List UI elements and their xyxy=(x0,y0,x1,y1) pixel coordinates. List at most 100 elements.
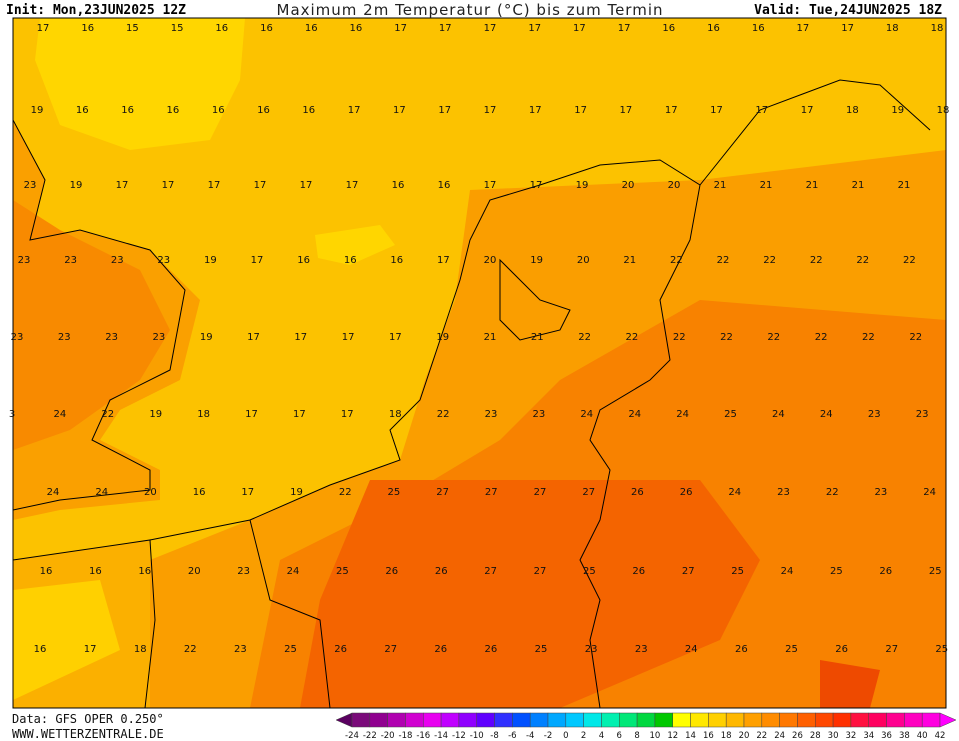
temperature-label: 22 xyxy=(909,332,922,343)
temperature-label: 21 xyxy=(898,180,911,191)
temperature-label: 24 xyxy=(820,409,833,420)
temperature-label: 15 xyxy=(126,23,139,34)
temperature-label: 17 xyxy=(439,23,452,34)
colorbar-box xyxy=(654,712,673,728)
colorbar-box xyxy=(387,712,406,728)
temperature-label: 26 xyxy=(385,566,398,577)
temperature-label: 18 xyxy=(937,105,950,116)
colorbar-tick-label: -8 xyxy=(490,731,498,741)
colorbar-tick-label: -2 xyxy=(544,731,552,741)
temperature-label: 16 xyxy=(662,23,675,34)
temperature-label: 17 xyxy=(528,23,541,34)
temperature-label: 26 xyxy=(485,644,498,655)
temperature-label: 23 xyxy=(64,255,77,266)
colorbar-box xyxy=(601,712,620,728)
colorbar-box xyxy=(690,712,709,728)
temperature-label: 24 xyxy=(781,566,794,577)
colorbar-box xyxy=(815,712,834,728)
temperature-label: 23 xyxy=(868,409,881,420)
temperature-label: 17 xyxy=(247,332,260,343)
temperature-label: 19 xyxy=(200,332,213,343)
temperature-label: 16 xyxy=(392,180,405,191)
temperature-label: 16 xyxy=(302,105,315,116)
colorbar-tick-label: 20 xyxy=(739,731,750,741)
colorbar-tick-label: 42 xyxy=(935,731,946,741)
temperature-label: 18 xyxy=(886,23,899,34)
colorbar-box xyxy=(512,712,531,728)
colorbar-box xyxy=(708,712,727,728)
temperature-label: 22 xyxy=(101,409,114,420)
colorbar-box xyxy=(850,712,869,728)
temperature-label: 16 xyxy=(344,255,357,266)
temperature-label: 23 xyxy=(105,332,118,343)
temperature-label: 22 xyxy=(670,255,683,266)
temperature-label: 23 xyxy=(234,644,247,655)
colorbar-box xyxy=(440,712,460,728)
temperature-label: 25 xyxy=(935,644,948,655)
colorbar-arrow xyxy=(335,712,353,728)
temperature-label: 22 xyxy=(578,332,591,343)
colorbar-tick-label: -16 xyxy=(416,731,430,741)
colorbar-tick-label: 0 xyxy=(563,731,568,741)
temperature-label: 26 xyxy=(680,487,693,498)
temperature-label: 22 xyxy=(339,487,352,498)
temperature-label: 22 xyxy=(673,332,686,343)
temperature-label: 22 xyxy=(720,332,733,343)
temperature-label: 19 xyxy=(31,105,44,116)
temperature-label: 23 xyxy=(24,180,37,191)
temperature-label: 23 xyxy=(237,566,250,577)
temperature-label: 19 xyxy=(891,105,904,116)
colorbar-box xyxy=(619,712,638,728)
temperature-label: 22 xyxy=(903,255,916,266)
temperature-label: 20 xyxy=(188,566,201,577)
temperature-label: 22 xyxy=(810,255,823,266)
temperature-label: 23 xyxy=(875,487,888,498)
temperature-label: 22 xyxy=(184,644,197,655)
temperature-label: 24 xyxy=(728,487,741,498)
temperature-labels: 17 16 15 15 16 16 16 16 17 17 17 17 17 17 16 16 16 17 17 18… xyxy=(9,23,950,655)
temperature-label: 17 xyxy=(342,332,355,343)
map-title: Maximum 2m Temperatur (°C) bis zum Termi… xyxy=(277,1,664,19)
temperature-label: 18 xyxy=(846,105,859,116)
temperature-label: 18 xyxy=(389,409,402,420)
temperature-label: 17 xyxy=(620,105,633,116)
colorbar-tick-label: 34 xyxy=(863,731,874,741)
temperature-label: 27 xyxy=(384,644,397,655)
temperature-label: 27 xyxy=(485,487,498,498)
coastline xyxy=(13,79,931,708)
temperature-label: 23 xyxy=(635,644,648,655)
temperature-label: 17 xyxy=(710,105,723,116)
temperature-label: 16 xyxy=(707,23,720,34)
temperature-label: 17 xyxy=(84,644,97,655)
temperature-label: 22 xyxy=(437,409,450,420)
temperature-label: 19 xyxy=(204,255,217,266)
temperature-label: 27 xyxy=(582,487,595,498)
colorbar-tick-label: 40 xyxy=(917,731,928,741)
temperature-label: 17 xyxy=(245,409,258,420)
colorbar-tick-label: 28 xyxy=(810,731,821,741)
temperature-label: 17 xyxy=(755,105,768,116)
colorbar-tick-label: 2 xyxy=(581,731,586,741)
temperature-label: 17 xyxy=(348,105,361,116)
colorbar-box xyxy=(921,712,941,728)
temperature-label: 23 xyxy=(11,332,24,343)
temperature-label: 24 xyxy=(287,566,300,577)
temperature-label: 25 xyxy=(724,409,737,420)
temperature-label: 24 xyxy=(95,487,108,498)
temperature-label: 16 xyxy=(212,105,225,116)
colorbar-box xyxy=(565,712,584,728)
temperature-label: 16 xyxy=(76,105,89,116)
temperature-label: 17 xyxy=(530,180,543,191)
temperature-label: 17 xyxy=(162,180,175,191)
temperature-label: 16 xyxy=(138,566,151,577)
colorbar-tick-label: 36 xyxy=(881,731,892,741)
temperature-label: 16 xyxy=(260,23,273,34)
temperature-label: 16 xyxy=(121,105,134,116)
colorbar-box xyxy=(458,712,477,728)
colorbar-tick-label: 38 xyxy=(899,731,910,741)
colorbar-tick-label: -20 xyxy=(381,731,395,741)
temperature-label: 23 xyxy=(777,487,790,498)
temperature-label: 17 xyxy=(294,332,307,343)
temperature-label: 16 xyxy=(193,487,206,498)
